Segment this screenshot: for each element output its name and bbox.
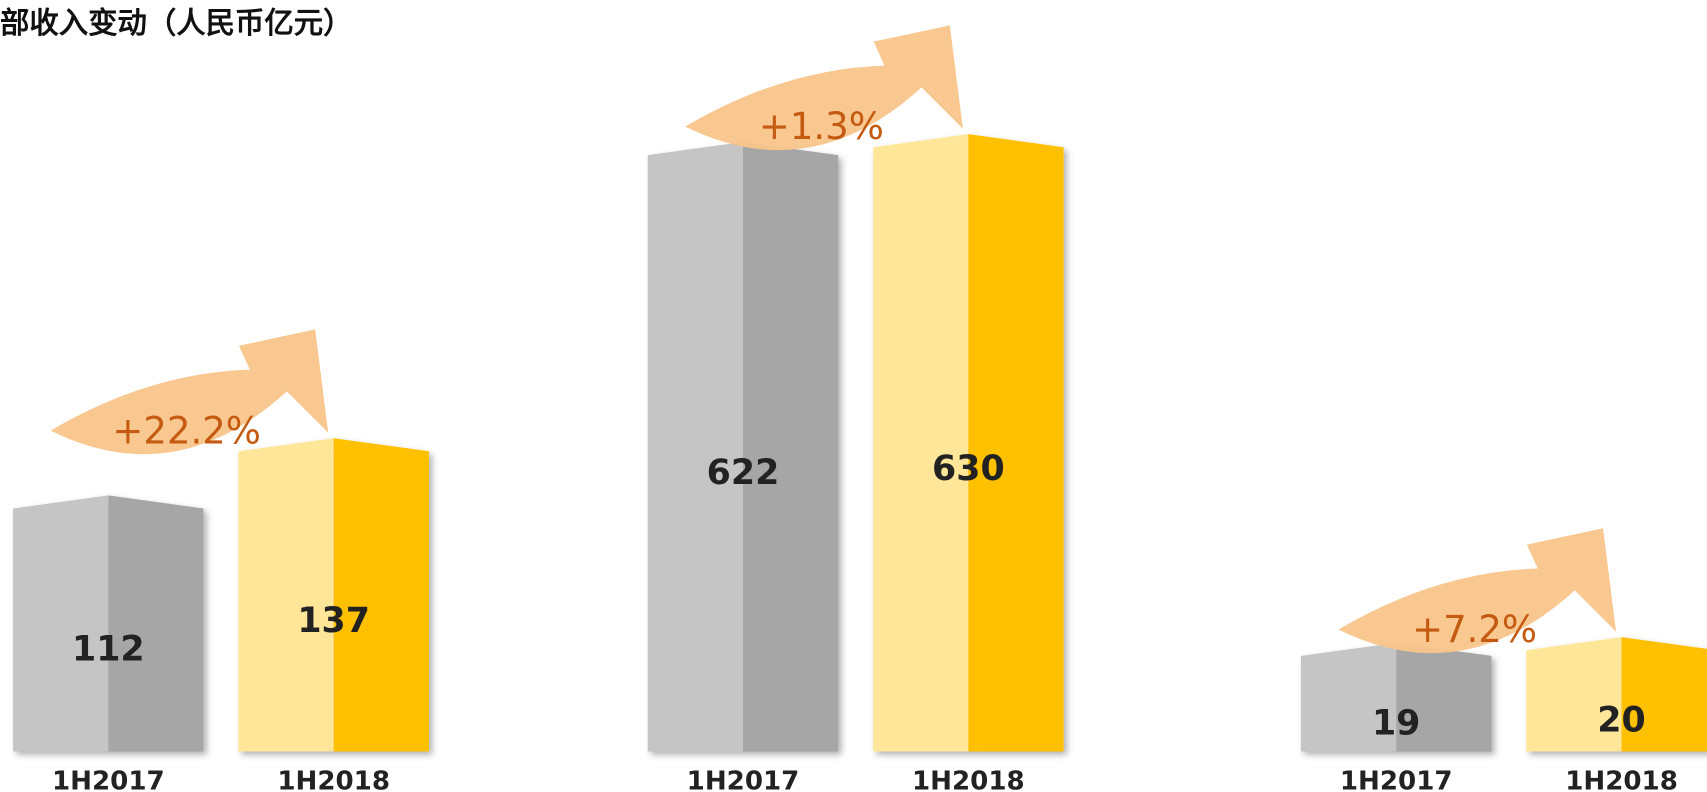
x-tick-label: 1H2017	[52, 766, 165, 792]
bar-left	[238, 438, 334, 752]
value-label: 112	[72, 630, 145, 670]
bar-group	[1300, 642, 1492, 752]
x-tick-label: 1H2017	[1340, 766, 1453, 792]
growth-label: +22.2%	[112, 409, 261, 452]
bar-left	[647, 142, 744, 752]
growth-label: +1.3%	[759, 105, 884, 148]
bar-right	[968, 134, 1064, 752]
value-label: 630	[932, 449, 1005, 489]
x-tick-label: 1H2017	[687, 766, 800, 792]
chart-title: 部收入变动（人民币亿元）	[0, 5, 353, 40]
growth-arrow	[1338, 528, 1617, 654]
bar-right	[1396, 642, 1492, 752]
bar-group	[13, 495, 204, 752]
value-label: 19	[1372, 703, 1420, 743]
bar-right	[108, 495, 204, 752]
bar-group	[238, 438, 429, 752]
bar-group	[873, 134, 1064, 752]
value-label: 622	[707, 453, 780, 493]
x-tick-label: 1H2018	[277, 766, 390, 792]
value-label: 20	[1597, 701, 1645, 741]
bar-left	[873, 134, 969, 752]
x-tick-label: 1H2018	[1565, 766, 1678, 792]
bar-group	[647, 142, 839, 752]
bar-right	[743, 142, 839, 752]
value-label: 137	[297, 601, 370, 641]
bar-right	[1621, 637, 1707, 752]
x-tick-label: 1H2018	[912, 766, 1025, 792]
growth-arrow	[685, 25, 963, 151]
growth-label: +7.2%	[1412, 608, 1537, 651]
growth-arrow	[50, 329, 329, 455]
bar-right	[333, 438, 429, 752]
bar-left	[1300, 642, 1397, 752]
bar-group	[1526, 637, 1707, 752]
bar-left	[13, 495, 109, 752]
bar-left	[1526, 637, 1622, 752]
